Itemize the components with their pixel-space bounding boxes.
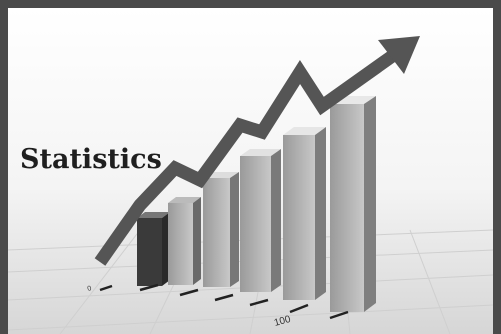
trend-arrow (94, 36, 420, 266)
axis-label: 100 (273, 314, 292, 329)
axis-label: 0 (87, 285, 93, 293)
axis-ticks (99, 283, 349, 320)
bars (137, 96, 376, 312)
title: Statistics (20, 144, 162, 175)
